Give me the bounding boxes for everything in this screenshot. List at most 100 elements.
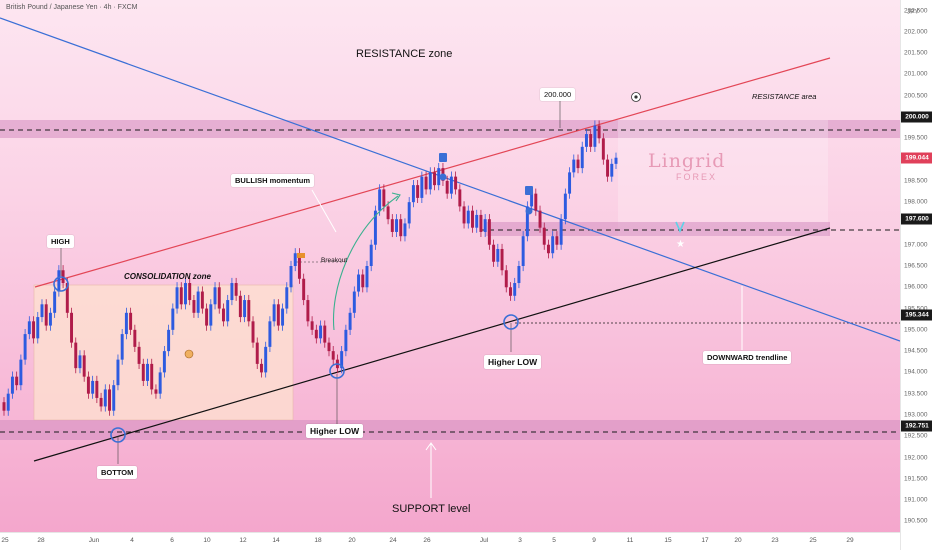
time-tick: 9 [592, 537, 596, 544]
candle-body [454, 176, 458, 190]
candle-body [407, 202, 411, 224]
time-axis[interactable]: 25 28 Jun 4 6 10 12 14 18 20 24 26 Jul 3 5 9 11 15 17 20 23 2… [0, 532, 900, 550]
time-tick: 6 [170, 537, 174, 544]
price-tick: 191.500 [904, 475, 928, 483]
candle-body [559, 219, 563, 245]
candle-body [221, 308, 225, 322]
candle-body [120, 334, 124, 360]
time-tick: 14 [272, 537, 280, 544]
time-tick: 18 [314, 537, 322, 544]
candle-body [57, 270, 61, 292]
star-icon: ★ [676, 239, 685, 250]
price-axis[interactable]: JPY 202.500 202.000 201.500 201.000 200.500 2… [900, 0, 932, 550]
candle-body [103, 389, 107, 407]
currency-label: JPY [907, 8, 919, 16]
candle-body [86, 376, 90, 394]
candle-body [53, 291, 57, 313]
candle-body [563, 193, 567, 220]
candle-body [255, 342, 259, 364]
time-tick: 10 [203, 537, 211, 544]
candle-body [437, 168, 441, 186]
candle-body [403, 223, 407, 237]
time-tick: 28 [37, 537, 45, 544]
candle-body [217, 287, 221, 309]
candle-body [365, 266, 369, 288]
price-chart[interactable]: ★ [0, 0, 900, 532]
symbol-title[interactable]: British Pound / Japanese Yen · 4h · FXCM [6, 4, 138, 11]
candle-body [492, 244, 496, 262]
candle-body [348, 312, 352, 330]
candle-body [386, 206, 390, 220]
candle-body [593, 125, 597, 147]
price-tick: 195.000 [904, 326, 928, 334]
price-tick: 198.000 [904, 198, 928, 206]
high-marker [53, 276, 69, 292]
candle-body [420, 176, 424, 198]
candle-body [154, 389, 158, 394]
candle-body [411, 185, 415, 203]
candle-body [133, 329, 137, 347]
price-tag: 199.044 [901, 152, 932, 164]
candle-body [610, 163, 614, 177]
candle-body [6, 393, 10, 411]
price-tag: 195.344 [901, 309, 932, 321]
candle-body [268, 321, 272, 347]
candle-body [99, 397, 103, 407]
lingrid-logo-subtext: FOREX [676, 172, 718, 182]
candle-body [70, 312, 74, 343]
support-arrow-head [425, 442, 437, 451]
time-tick: 17 [701, 537, 709, 544]
candle-body [91, 380, 95, 394]
mid-level-band [485, 222, 830, 236]
time-tick: 20 [348, 537, 356, 544]
time-tick: 15 [664, 537, 672, 544]
candle-body [530, 193, 534, 207]
candle-body [141, 363, 145, 381]
eye-pupil [634, 95, 638, 99]
candle-body [171, 308, 175, 330]
candle-body [580, 146, 584, 169]
time-tick: 24 [389, 537, 397, 544]
candle-body [361, 274, 365, 288]
candle-body [289, 266, 293, 288]
bullish-momentum-label: BULLISH momentum [231, 174, 314, 187]
price-tag: 192.751 [901, 420, 932, 432]
candle-body [458, 189, 462, 207]
price-tick: 193.000 [904, 411, 928, 419]
candle-body [95, 380, 99, 398]
candle-body [382, 189, 386, 207]
candle-body [15, 376, 19, 386]
candle-body [32, 321, 36, 339]
candle-body [230, 283, 234, 301]
candle-body [272, 304, 276, 322]
candle-body [525, 206, 529, 237]
candle-body [196, 291, 200, 313]
lingrid-logo: Lingrid [648, 150, 726, 172]
candle-body [614, 157, 618, 164]
time-tick: 25 [1, 537, 9, 544]
time-tick: 29 [846, 537, 854, 544]
bottom-label: BOTTOM [97, 466, 138, 479]
candle-body [238, 295, 242, 318]
candle-body [146, 363, 149, 381]
price-tick: 201.500 [904, 49, 928, 57]
price-tick: 190.500 [904, 517, 928, 525]
candle-body [428, 172, 432, 190]
candle-body [27, 321, 31, 335]
candle-body [331, 351, 335, 360]
bullish-momentum-arrow [332, 195, 399, 331]
time-tick: 3 [518, 537, 522, 544]
candle-body [78, 355, 82, 369]
candle-body [167, 329, 171, 352]
candle-body [226, 300, 230, 322]
candle-body [2, 402, 6, 411]
price-tick: 196.500 [904, 262, 928, 270]
candle-body [416, 185, 420, 198]
candle-body [162, 351, 166, 373]
time-tick: 11 [626, 537, 634, 544]
candle-body [509, 287, 512, 296]
time-tick: 25 [809, 537, 817, 544]
candle-body [475, 214, 479, 228]
higher-low-2-label: Higher LOW [484, 355, 542, 369]
